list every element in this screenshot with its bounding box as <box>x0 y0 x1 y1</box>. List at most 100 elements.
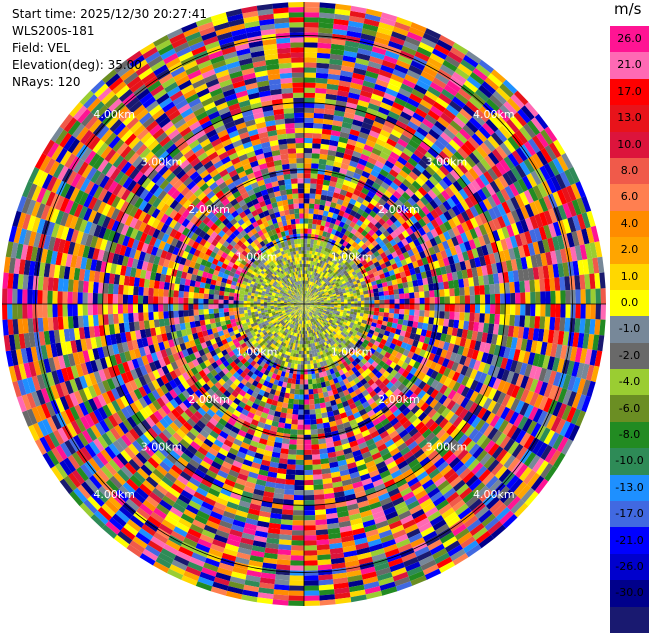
velocity-gate <box>301 334 303 338</box>
velocity-gate <box>379 312 385 317</box>
velocity-gate <box>509 315 515 326</box>
velocity-gate <box>304 545 317 550</box>
velocity-gate <box>285 484 295 490</box>
velocity-gate <box>449 312 455 320</box>
velocity-gate <box>525 292 530 304</box>
velocity-gate <box>389 309 394 314</box>
velocity-gate <box>364 304 369 307</box>
velocity-gate <box>300 369 304 374</box>
velocity-gate <box>301 364 304 369</box>
velocity-gate <box>304 133 313 138</box>
velocity-gate <box>304 470 313 475</box>
velocity-gate <box>369 304 374 308</box>
velocity-gate <box>310 244 313 248</box>
velocity-gate <box>314 399 320 405</box>
velocity-gate <box>317 48 331 54</box>
velocity-gate <box>317 53 330 59</box>
velocity-gate <box>284 489 294 495</box>
velocity-gate <box>484 314 490 324</box>
velocity-gate <box>398 319 404 325</box>
velocity-gate <box>520 304 525 316</box>
velocity-gate <box>304 440 311 445</box>
velocity-gate <box>425 304 430 311</box>
velocity-gate <box>550 304 555 317</box>
velocity-gate <box>304 208 309 213</box>
velocity-gate <box>475 304 480 313</box>
velocity-gate <box>306 271 308 275</box>
velocity-gate <box>281 514 293 520</box>
velocity-gate <box>308 229 312 234</box>
velocity-gate <box>299 405 305 410</box>
velocity-gate <box>317 549 330 555</box>
velocity-gate <box>304 540 317 545</box>
velocity-gate <box>320 200 326 206</box>
velocity-gate <box>361 298 365 301</box>
velocity-gate <box>429 290 435 297</box>
velocity-gate <box>304 47 317 52</box>
velocity-gate <box>304 168 311 173</box>
velocity-gate <box>304 460 312 465</box>
velocity-gate <box>524 280 530 292</box>
velocity-gate <box>314 394 320 400</box>
velocity-gate <box>404 293 410 299</box>
velocity-gate <box>304 2 320 7</box>
velocity-gate <box>304 7 320 13</box>
velocity-gate <box>358 304 361 307</box>
velocity-gate <box>295 360 298 364</box>
velocity-gate <box>298 361 301 365</box>
velocity-gate <box>307 234 311 239</box>
velocity-gate <box>309 198 315 204</box>
velocity-gate <box>294 399 300 404</box>
velocity-gate <box>318 169 326 175</box>
velocity-gate <box>284 494 295 500</box>
velocity-gate <box>316 413 323 419</box>
velocity-gate <box>354 301 357 304</box>
velocity-gate <box>413 286 419 293</box>
velocity-gate <box>310 178 317 184</box>
velocity-gate <box>304 395 309 400</box>
velocity-gate <box>307 369 311 374</box>
velocity-gate <box>318 438 326 444</box>
velocity-gate <box>430 304 435 311</box>
velocity-gate <box>313 389 318 395</box>
velocity-gate <box>428 284 434 291</box>
velocity-gate <box>304 389 309 394</box>
velocity-gate <box>304 475 313 480</box>
velocity-gate <box>435 297 440 304</box>
velocity-gate <box>519 281 525 293</box>
velocity-gate <box>312 454 320 460</box>
velocity-gate <box>304 113 314 118</box>
velocity-gate <box>300 374 304 379</box>
velocity-gate <box>560 290 565 304</box>
velocity-gate <box>304 495 314 500</box>
velocity-gate <box>490 294 495 304</box>
velocity-gate <box>525 304 530 316</box>
velocity-gate <box>316 63 329 69</box>
velocity-gate <box>414 292 420 298</box>
velocity-gate <box>279 539 292 545</box>
velocity-gate <box>304 450 312 455</box>
velocity-gate <box>297 364 301 369</box>
velocity-gate <box>315 519 327 525</box>
velocity-gate <box>315 88 327 94</box>
velocity-gate <box>495 304 500 314</box>
velocity-gate <box>309 404 315 410</box>
velocity-gate <box>304 400 309 405</box>
velocity-gate <box>306 347 309 351</box>
velocity-gate <box>316 184 323 190</box>
velocity-gate <box>384 304 389 309</box>
velocity-gate <box>317 423 324 429</box>
velocity-gate <box>298 420 304 425</box>
velocity-gate <box>312 224 317 230</box>
velocity-gate <box>304 143 312 148</box>
velocity-gate <box>455 304 460 312</box>
velocity-gate <box>304 37 318 42</box>
velocity-gate <box>313 479 323 485</box>
velocity-gate <box>565 290 570 304</box>
velocity-gate <box>304 123 314 128</box>
velocity-gate <box>304 158 312 163</box>
velocity-gate <box>284 423 291 429</box>
velocity-gate <box>549 317 555 330</box>
velocity-gate <box>410 304 415 310</box>
velocity-gate <box>309 214 314 219</box>
